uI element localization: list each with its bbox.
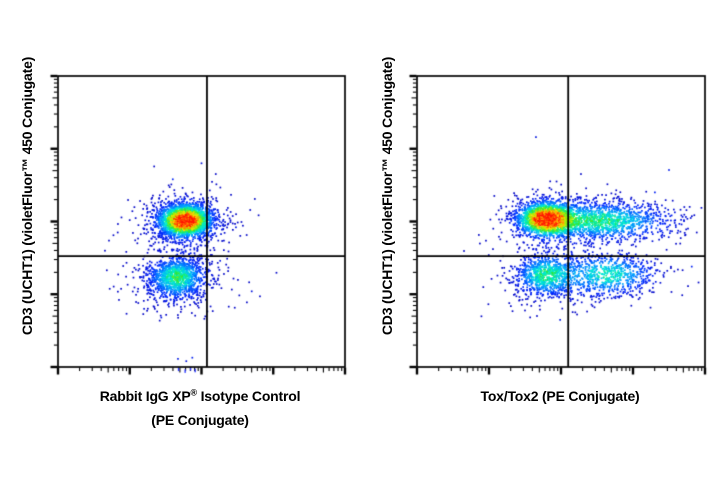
flow-plot-left	[58, 76, 345, 367]
x-axis-label-left: Rabbit IgG XP® Isotype Control (PE Conju…	[100, 384, 301, 432]
x-axis-label-left-line1: Rabbit IgG XP® Isotype Control	[100, 384, 301, 408]
x-axis-label-left-line2: (PE Conjugate)	[151, 412, 249, 428]
x-axis-label-right: Tox/Tox2 (PE Conjugate)	[481, 384, 640, 408]
y-axis-label-right: CD3 (UCHT1) (violetFluor™ 450 Conjugate)	[379, 56, 395, 336]
y-axis-label-left: CD3 (UCHT1) (violetFluor™ 450 Conjugate)	[19, 56, 35, 336]
x-axis-label-right-line1: Tox/Tox2 (PE Conjugate)	[480, 388, 640, 404]
x-axis-label-left-line1-text2: Isotype Control	[196, 388, 301, 404]
x-axis-label-left-line1-text: Rabbit IgG XP	[99, 388, 191, 404]
registered-trademark-symbol: ®	[190, 387, 197, 398]
flow-plot-right	[417, 76, 705, 367]
